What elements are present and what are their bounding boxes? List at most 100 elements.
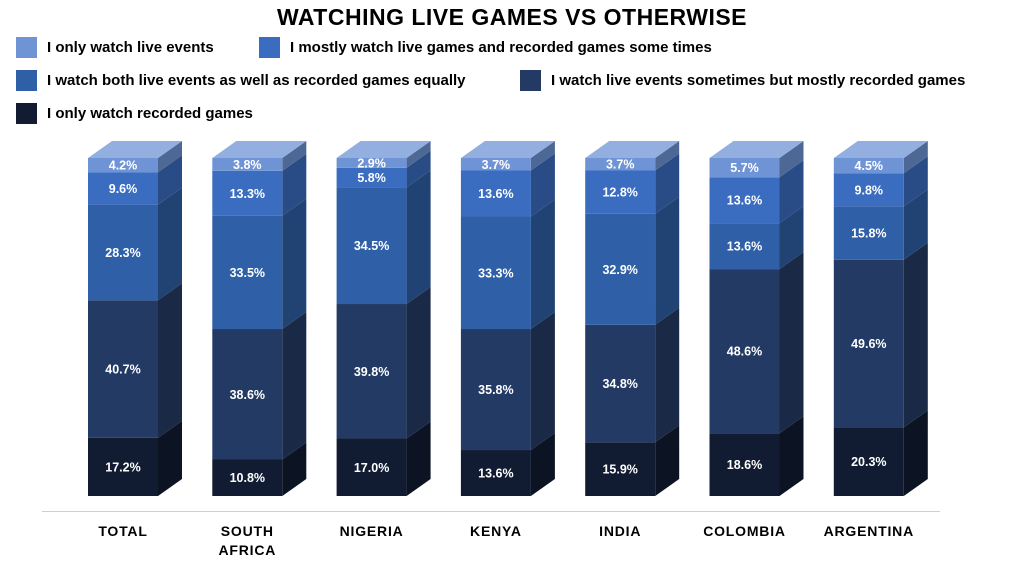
data-label: 15.9% (602, 463, 637, 477)
category-label: INDIA (599, 523, 641, 539)
data-label: 32.9% (602, 263, 637, 277)
legend-label: I only watch live events (47, 39, 214, 56)
bar-side-face (158, 187, 182, 301)
bar-side-face (530, 433, 555, 496)
bar-segment (585, 158, 656, 171)
bar-side-face (530, 312, 555, 451)
bar-segment (88, 300, 158, 438)
bar-side-face (282, 153, 307, 216)
data-label: 13.6% (478, 467, 513, 481)
bar-segment (833, 173, 904, 207)
bar-side-face (903, 242, 928, 428)
bar-segment (212, 158, 283, 171)
bar-top-face (460, 141, 555, 158)
bar-segment (88, 437, 158, 496)
data-label: 33.5% (230, 266, 265, 280)
bar-segment (336, 158, 407, 168)
bar-segment (460, 450, 531, 496)
legend-swatch (16, 70, 37, 91)
legend-item-both-equally: I watch both live events as well as reco… (16, 70, 466, 91)
bar-side-face (406, 150, 431, 188)
bar-segment (212, 215, 283, 330)
bar-side-face (406, 141, 431, 168)
bar-side-face (530, 153, 555, 217)
data-label: 9.6% (109, 182, 138, 196)
data-label: 9.8% (855, 183, 884, 197)
bar-side-face (158, 141, 182, 173)
data-label: 15.8% (851, 227, 886, 241)
bar-segment (709, 177, 780, 224)
bar-side-face (282, 141, 307, 171)
data-label: 18.6% (727, 458, 762, 472)
bar-side-face (903, 156, 928, 207)
bar-stack: 15.9% 34.8% 32.9% 12.8% 3.7% (585, 141, 680, 496)
data-label: 13.3% (230, 187, 265, 201)
bar-segment (336, 187, 407, 305)
bar-segment (88, 158, 158, 173)
bar-side-face (903, 410, 928, 496)
bar-segment (709, 269, 780, 434)
category-label: SOUTH AFRICA (218, 523, 276, 558)
legend-label: I only watch recorded games (47, 105, 253, 122)
bar-side-face (158, 155, 182, 205)
data-label: 3.7% (482, 158, 511, 172)
data-label: 5.7% (730, 161, 759, 175)
bar-segment (585, 324, 656, 443)
bar-side-face (903, 141, 928, 174)
data-label: 33.3% (478, 266, 513, 280)
category-label: NIGERIA (340, 523, 404, 539)
category-label: COLOMBIA (703, 523, 786, 539)
data-label: 17.0% (354, 461, 389, 475)
bar-segment (709, 433, 780, 496)
bar-top-face (709, 141, 804, 158)
legend-label: I mostly watch live games and recorded g… (290, 39, 712, 56)
bar-side-face (779, 416, 804, 496)
data-label: 13.6% (727, 240, 762, 254)
bar-segment (88, 172, 158, 205)
bar-segment (212, 459, 283, 496)
bar-segment (336, 304, 407, 439)
bar-side-face (655, 141, 680, 171)
data-label: 48.6% (727, 345, 762, 359)
legend-item-mostly-recorded: I watch live events sometimes but mostly… (520, 70, 965, 91)
data-label: 49.6% (851, 337, 886, 351)
bar-side-face (903, 189, 928, 260)
data-label: 28.3% (105, 246, 140, 260)
data-label: 38.6% (230, 388, 265, 402)
bar-side-face (530, 141, 555, 171)
bar-segment (88, 204, 158, 301)
bar-side-face (158, 283, 182, 438)
legend-item-recorded-only: I only watch recorded games (16, 103, 253, 124)
bar-side-face (406, 421, 431, 496)
bar-side-face (655, 307, 680, 443)
bar-side-face (655, 196, 680, 325)
data-label: 4.5% (855, 159, 884, 173)
data-label: 3.8% (233, 158, 262, 172)
bar-side-face (779, 160, 804, 224)
legend-swatch (16, 37, 37, 58)
data-label: 13.6% (478, 187, 513, 201)
legend-swatch (16, 103, 37, 124)
bar-segment (212, 170, 283, 216)
bar-segment (460, 158, 531, 171)
bar-segment (336, 438, 407, 496)
bar-segment (709, 158, 780, 178)
bar-segment (833, 259, 904, 428)
legend-swatch (259, 37, 280, 58)
bar-stack: 10.8% 38.6% 33.5% 13.3% 3.8% (212, 141, 307, 496)
bar-side-face (779, 141, 804, 178)
data-label: 4.2% (109, 159, 138, 173)
bar-segment (585, 170, 656, 214)
category-label: ARGENTINA (824, 523, 914, 539)
bar-segment (460, 329, 531, 451)
bar-side-face (779, 206, 804, 270)
legend-item-live-only: I only watch live events (16, 37, 214, 58)
legend-label: I watch live events sometimes but mostly… (551, 72, 966, 89)
bar-top-face (336, 141, 431, 158)
category-label: TOTAL (98, 523, 147, 539)
bar-segment (833, 158, 904, 174)
data-label: 34.5% (354, 239, 389, 253)
data-label: 5.8% (357, 171, 386, 185)
bar-side-face (655, 153, 680, 214)
